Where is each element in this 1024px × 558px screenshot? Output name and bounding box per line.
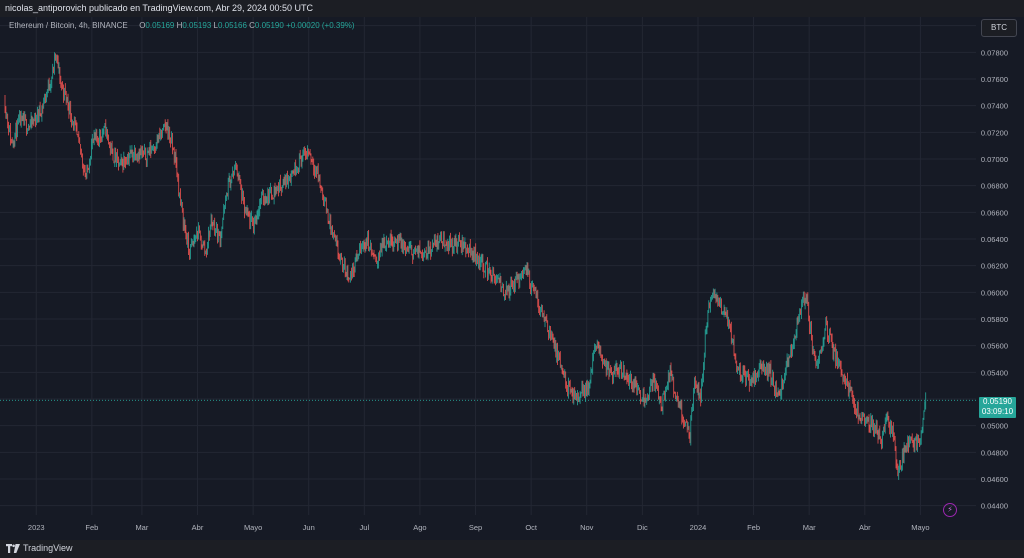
brand-name: TradingView [23, 543, 73, 553]
high-label: H [176, 21, 183, 30]
time-tick-label: 2024 [690, 523, 707, 532]
time-tick-label: Mar [135, 523, 148, 532]
price-tick-label: 0.06200 [981, 262, 1008, 271]
publisher-text: nicolas_antiporovich publicado en Tradin… [5, 3, 314, 13]
price-tick-label: 0.07400 [981, 102, 1008, 111]
brand[interactable]: TradingView [6, 543, 73, 553]
last-price-value: 0.05190 [983, 397, 1012, 406]
time-axis: 2023 Feb Mar Abr Mayo Jun Jul Ago Sep Oct Nov Dic 20… [28, 523, 930, 532]
grid-lines [0, 17, 978, 515]
last-price-tag: 0.05190 03:09:10 [979, 397, 1016, 418]
time-tick-label: Mayo [244, 523, 262, 532]
time-tick-label: Sep [469, 523, 482, 532]
high-value: 0.05193 [182, 21, 212, 30]
ohlc-legend: Ethereum / Bitcoin, 4h, BINANCE O0.05169… [9, 21, 355, 30]
lightning-icon[interactable]: ⚡ [943, 503, 957, 517]
price-tick-label: 0.05400 [981, 368, 1008, 377]
price-tick-label: 0.04800 [981, 448, 1008, 457]
price-tick-label: 0.06400 [981, 235, 1008, 244]
open-value: 0.05169 [145, 21, 175, 30]
price-tick-label: 0.06800 [981, 182, 1008, 191]
footer-bar: TradingView [0, 540, 1024, 558]
time-tick-label: Jul [360, 523, 370, 532]
time-tick-label: 2023 [28, 523, 45, 532]
time-tick-label: Ago [413, 523, 426, 532]
chart-area[interactable]: 0.080000.078000.076000.074000.072000.070… [0, 17, 1024, 540]
time-tick-label: Dic [637, 523, 648, 532]
price-tick-label: 0.04600 [981, 475, 1008, 484]
change-value: +0.00020 (+0.39%) [286, 21, 355, 30]
currency-button[interactable]: BTC [981, 19, 1017, 37]
price-tick-label: 0.04400 [981, 502, 1008, 511]
price-tick-label: 0.07200 [981, 128, 1008, 137]
candles [4, 52, 927, 480]
time-tick-label: Feb [85, 523, 98, 532]
bar-countdown: 03:09:10 [981, 407, 1014, 416]
price-tick-label: 0.07000 [981, 155, 1008, 164]
tradingview-logo-icon [6, 543, 20, 553]
price-tick-label: 0.05000 [981, 422, 1008, 431]
symbol-description: Ethereum / Bitcoin, 4h, BINANCE [9, 21, 128, 30]
time-tick-label: Mar [803, 523, 816, 532]
candlestick-chart[interactable]: 0.080000.078000.076000.074000.072000.070… [0, 17, 1024, 540]
time-tick-label: Mayo [911, 523, 929, 532]
close-label: C [249, 21, 255, 30]
price-tick-label: 0.07600 [981, 75, 1008, 84]
time-tick-label: Jun [303, 523, 315, 532]
price-axis: 0.080000.078000.076000.074000.072000.070… [981, 22, 1008, 511]
time-tick-label: Oct [525, 523, 538, 532]
time-tick-label: Abr [192, 523, 204, 532]
price-tick-label: 0.05600 [981, 342, 1008, 351]
price-tick-label: 0.05800 [981, 315, 1008, 324]
price-tick-label: 0.07800 [981, 48, 1008, 57]
time-tick-label: Nov [580, 523, 594, 532]
low-value: 0.05166 [217, 21, 247, 30]
time-tick-label: Feb [747, 523, 760, 532]
price-tick-label: 0.06600 [981, 208, 1008, 217]
low-label: L [213, 21, 218, 30]
close-value: 0.05190 [254, 21, 284, 30]
publisher-bar: nicolas_antiporovich publicado en Tradin… [0, 0, 1024, 17]
time-tick-label: Abr [859, 523, 871, 532]
open-label: O [139, 21, 146, 30]
price-tick-label: 0.06000 [981, 288, 1008, 297]
